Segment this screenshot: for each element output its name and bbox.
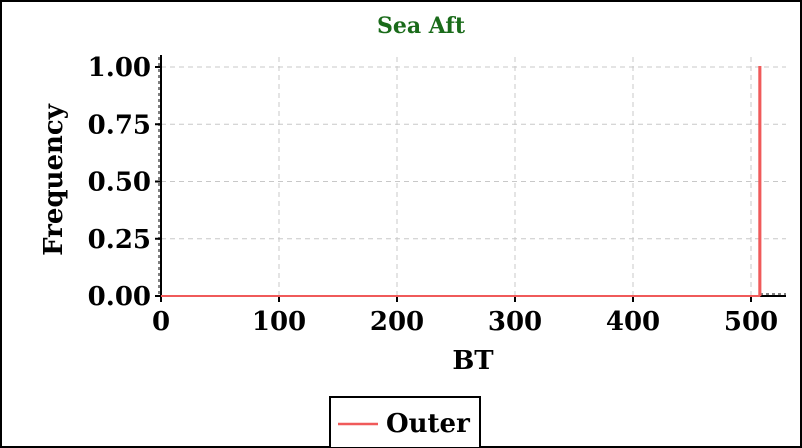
axes (157, 55, 786, 300)
chart-title: Sea Aft (377, 13, 466, 39)
legend-box (329, 396, 481, 448)
legend-label-outer: Outer (386, 409, 470, 439)
grid-lines (161, 57, 786, 296)
x-tick-label: 300 (488, 307, 542, 337)
x-tick-label: 0 (152, 307, 170, 337)
x-tick-label: 200 (370, 307, 424, 337)
series-lines (161, 66, 762, 297)
x-axis-label: BT (452, 346, 494, 376)
y-tick-label: 0.00 (88, 282, 151, 312)
y-tick-label: 0.25 (88, 225, 151, 255)
x-tick-labels: 0 100 200 300 400 500 (152, 296, 778, 337)
x-tick-label: 400 (606, 307, 660, 337)
x-tick-label: 100 (252, 307, 306, 337)
y-tick-label: 0.75 (88, 110, 151, 140)
y-tick-label: 1.00 (88, 53, 151, 83)
y-tick-label: 0.50 (88, 168, 151, 198)
y-tick-labels: 0.00 0.25 0.50 0.75 1.00 (88, 53, 161, 312)
series-line-outer (161, 66, 762, 297)
legend: Outer (329, 396, 481, 448)
y-axis-label: Frequency (39, 103, 69, 256)
x-tick-label: 500 (724, 307, 778, 337)
